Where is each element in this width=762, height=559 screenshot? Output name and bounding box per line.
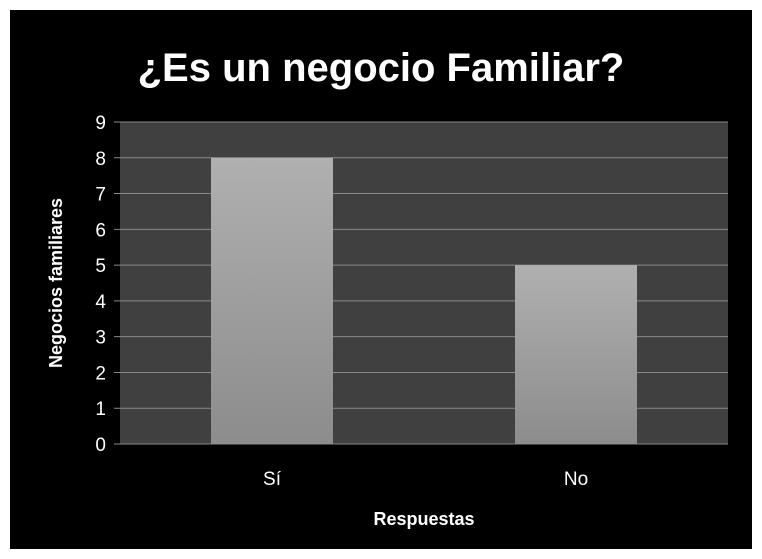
bar-1 xyxy=(515,265,637,444)
chart-title: ¿Es un negocio Familiar? xyxy=(137,46,625,90)
chart-frame: ¿Es un negocio Familiar? 0 1 2 3 4 5 6 7 8 9 Sí No… xyxy=(10,10,752,549)
y-axis-ticks: 0 1 2 3 4 5 6 7 8 9 xyxy=(95,113,106,456)
bars xyxy=(211,157,637,444)
y-axis-title: Negocios familiares xyxy=(46,198,66,368)
chart-svg: 0 1 2 3 4 5 6 7 8 9 Sí No Respuestas Negocios fami… xyxy=(46,113,728,529)
y-tick-label: 8 xyxy=(95,149,106,170)
y-tick-label: 7 xyxy=(95,185,106,206)
y-tick-label: 9 xyxy=(95,113,106,134)
x-tick-label: No xyxy=(564,469,588,490)
x-tick-label: Sí xyxy=(263,469,282,490)
bar-0 xyxy=(211,157,333,444)
y-tick-label: 3 xyxy=(95,328,106,349)
y-tick-label: 2 xyxy=(95,363,106,384)
x-axis-title: Respuestas xyxy=(373,509,474,529)
y-tick-label: 6 xyxy=(95,220,106,241)
y-tick-label: 1 xyxy=(95,399,106,420)
y-tick-label: 4 xyxy=(95,292,106,313)
x-axis-ticks: Sí No xyxy=(263,469,588,490)
y-tick-label: 0 xyxy=(95,435,106,456)
y-tick-label: 5 xyxy=(95,256,106,277)
